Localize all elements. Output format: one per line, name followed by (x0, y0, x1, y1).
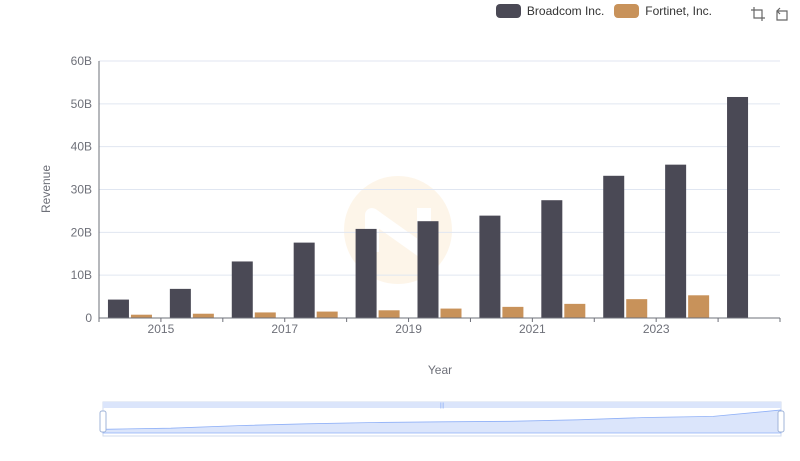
bar-broadcom[interactable] (479, 215, 501, 318)
x-tick-label: 2017 (271, 322, 298, 336)
bar-fortinet[interactable] (192, 313, 214, 318)
x-tick-label: 2021 (519, 322, 546, 336)
y-tick-label: 0 (85, 311, 92, 325)
bar-fortinet[interactable] (254, 312, 276, 318)
y-axis-title: Revenue (39, 165, 53, 213)
y-tick-label: 50B (71, 97, 92, 111)
slider-top-bar[interactable] (103, 402, 781, 408)
slider-handle-right[interactable] (777, 410, 785, 433)
bar-fortinet[interactable] (440, 308, 462, 318)
slider-grip-icon[interactable]: ||| (440, 403, 445, 409)
x-axis-title: Year (428, 363, 452, 377)
y-tick-label: 20B (71, 225, 92, 239)
y-tick-label: 60B (71, 54, 92, 68)
chart-toolbar (750, 6, 790, 22)
bar-broadcom[interactable] (541, 200, 563, 318)
bar-broadcom[interactable] (665, 164, 687, 318)
bar-fortinet[interactable] (316, 311, 338, 318)
x-tick-label: 2015 (148, 322, 175, 336)
zoom-icon[interactable] (750, 6, 766, 22)
bar-broadcom[interactable] (107, 299, 129, 318)
slider-handle-left[interactable] (99, 410, 107, 433)
y-tick-label: 10B (71, 268, 92, 282)
legend-label-broadcom: Broadcom Inc. (526, 4, 605, 18)
bars (107, 96, 749, 318)
bar-fortinet[interactable] (130, 314, 152, 318)
bar-fortinet[interactable] (378, 310, 400, 318)
bar-fortinet[interactable] (502, 306, 524, 318)
bar-fortinet[interactable] (626, 299, 648, 318)
bar-fortinet[interactable] (688, 295, 710, 318)
bar-broadcom[interactable] (355, 228, 377, 318)
bar-fortinet[interactable] (564, 303, 586, 318)
y-tick-label: 30B (71, 183, 92, 197)
bar-broadcom[interactable] (169, 288, 191, 318)
legend: Broadcom Inc. Fortinet, Inc. (495, 4, 712, 18)
zoom-slider[interactable]: ||| (99, 401, 785, 437)
y-axis-labels: 0 10B 20B 30B 40B 50B 60B (71, 54, 93, 325)
slider-data-shadow (102, 409, 782, 434)
bar-broadcom[interactable] (603, 175, 625, 318)
restore-icon[interactable] (774, 6, 790, 22)
x-axis: 2015 2017 2019 2021 2023 (98, 61, 781, 336)
legend-swatch-broadcom (495, 4, 521, 18)
bar-broadcom[interactable] (727, 96, 749, 318)
bar-broadcom[interactable] (293, 242, 315, 318)
legend-item-broadcom[interactable]: Broadcom Inc. (495, 4, 605, 18)
bar-broadcom[interactable] (231, 261, 253, 318)
legend-item-fortinet[interactable]: Fortinet, Inc. (614, 4, 712, 18)
x-tick-label: 2023 (643, 322, 670, 336)
y-tick-label: 40B (71, 140, 92, 154)
legend-label-fortinet: Fortinet, Inc. (645, 4, 712, 18)
legend-swatch-fortinet (614, 4, 640, 18)
x-tick-label: 2019 (395, 322, 422, 336)
bar-broadcom[interactable] (417, 221, 439, 318)
